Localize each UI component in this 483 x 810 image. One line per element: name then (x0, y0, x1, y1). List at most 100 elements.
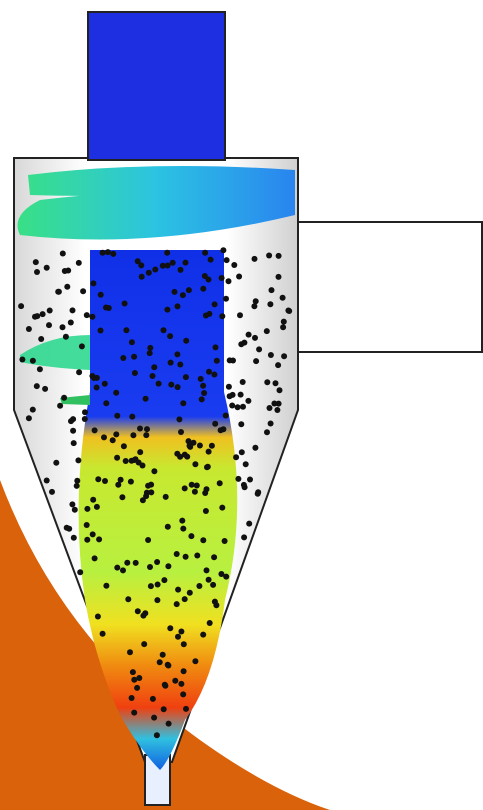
particle (131, 353, 138, 360)
particle (211, 554, 218, 561)
particle (241, 534, 248, 541)
particle (105, 305, 112, 311)
particle (171, 288, 178, 295)
particle (188, 481, 195, 488)
particle (264, 429, 270, 436)
particle (130, 432, 137, 439)
particle (219, 313, 226, 320)
particle (275, 273, 282, 280)
particle (205, 448, 212, 455)
particle (254, 490, 261, 497)
particle (151, 468, 158, 475)
particle (233, 454, 240, 461)
particle (155, 380, 162, 387)
particle (167, 625, 174, 632)
particle (96, 536, 103, 543)
particle (181, 596, 188, 603)
particle (178, 429, 184, 435)
particle (134, 608, 141, 615)
particle (120, 355, 127, 361)
particle (91, 427, 98, 434)
particle (238, 449, 245, 456)
inlet (297, 221, 483, 353)
particle (173, 551, 180, 557)
particle (217, 427, 224, 434)
particle (196, 442, 203, 449)
particle (211, 371, 218, 378)
particle (114, 564, 121, 571)
particle (149, 695, 156, 702)
particle (164, 249, 171, 256)
particle (153, 732, 160, 739)
particle (241, 339, 248, 346)
particle (95, 476, 102, 483)
particle (237, 312, 243, 319)
particle (276, 387, 283, 394)
background-shape (0, 480, 330, 810)
particle (198, 396, 205, 403)
particle (137, 449, 144, 456)
particle (103, 582, 110, 589)
particle (220, 247, 227, 254)
particle (218, 571, 225, 577)
particle (183, 705, 189, 712)
particle (119, 494, 126, 501)
particle (55, 288, 62, 295)
particle (162, 493, 169, 500)
particle (205, 576, 212, 583)
swirl-band (20, 335, 90, 370)
particle (142, 395, 149, 402)
particle (94, 613, 101, 620)
particle (238, 421, 245, 428)
particle (225, 383, 232, 390)
particle (70, 440, 77, 447)
particle (90, 496, 97, 503)
particle (90, 280, 97, 287)
particle (34, 269, 40, 275)
particle (140, 612, 147, 619)
particle (109, 437, 116, 444)
particle (207, 256, 214, 263)
particle (141, 641, 148, 648)
particle (75, 457, 82, 464)
particle (151, 364, 158, 371)
particle (180, 691, 187, 698)
particle (281, 353, 288, 360)
particle (32, 259, 39, 266)
particle (182, 553, 189, 560)
particle (101, 434, 107, 441)
particle (154, 597, 161, 604)
particle (89, 373, 96, 379)
particle (272, 380, 279, 387)
particle (148, 489, 155, 496)
particle (102, 478, 108, 484)
particle (67, 319, 74, 326)
particle (139, 462, 146, 469)
particle (167, 359, 174, 366)
particle (179, 292, 186, 299)
particle (75, 259, 82, 266)
particle (122, 458, 129, 464)
particle (203, 567, 210, 574)
particle (275, 362, 282, 369)
particle (252, 298, 259, 305)
particle (76, 369, 83, 376)
particle (161, 577, 168, 584)
particle (192, 658, 199, 665)
particle (33, 383, 40, 390)
particle (196, 583, 203, 589)
particle (127, 478, 134, 485)
particle (159, 651, 166, 658)
particle (176, 416, 183, 423)
particle (99, 249, 106, 256)
particle (225, 278, 232, 285)
particle (164, 262, 171, 269)
particle (285, 307, 292, 314)
particle (229, 402, 236, 409)
particle (165, 662, 172, 669)
particle (103, 400, 110, 407)
particle (267, 352, 274, 358)
particle (184, 453, 191, 460)
particle (113, 431, 120, 438)
particle (185, 438, 192, 445)
